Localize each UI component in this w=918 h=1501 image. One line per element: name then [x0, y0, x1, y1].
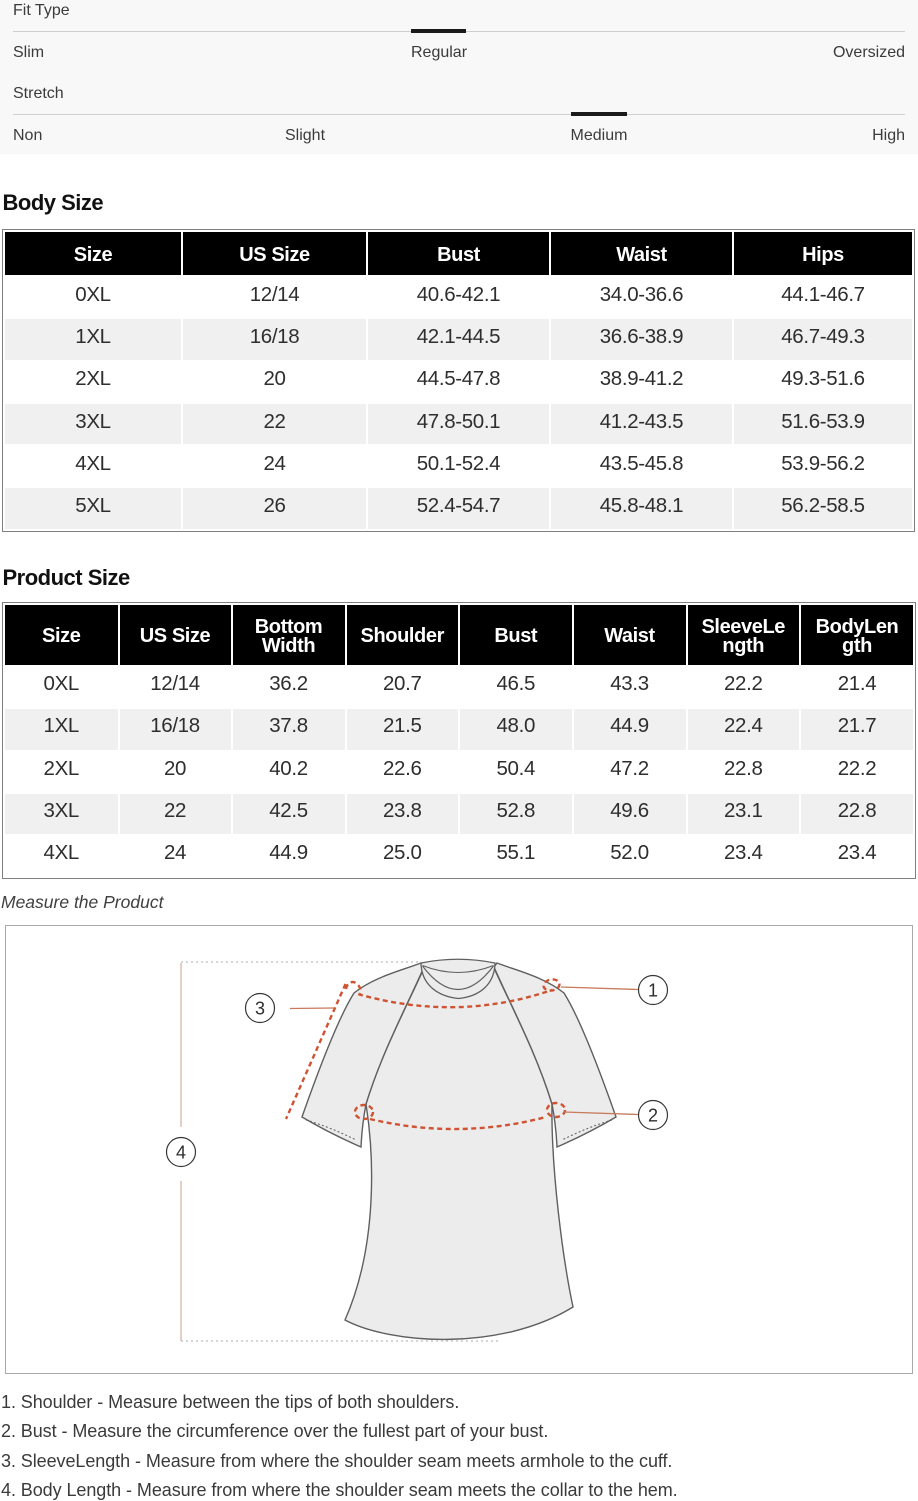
svg-text:3: 3: [255, 999, 265, 1019]
svg-text:1: 1: [648, 981, 658, 1001]
svg-text:2: 2: [648, 1106, 658, 1126]
svg-text:4: 4: [176, 1143, 186, 1163]
